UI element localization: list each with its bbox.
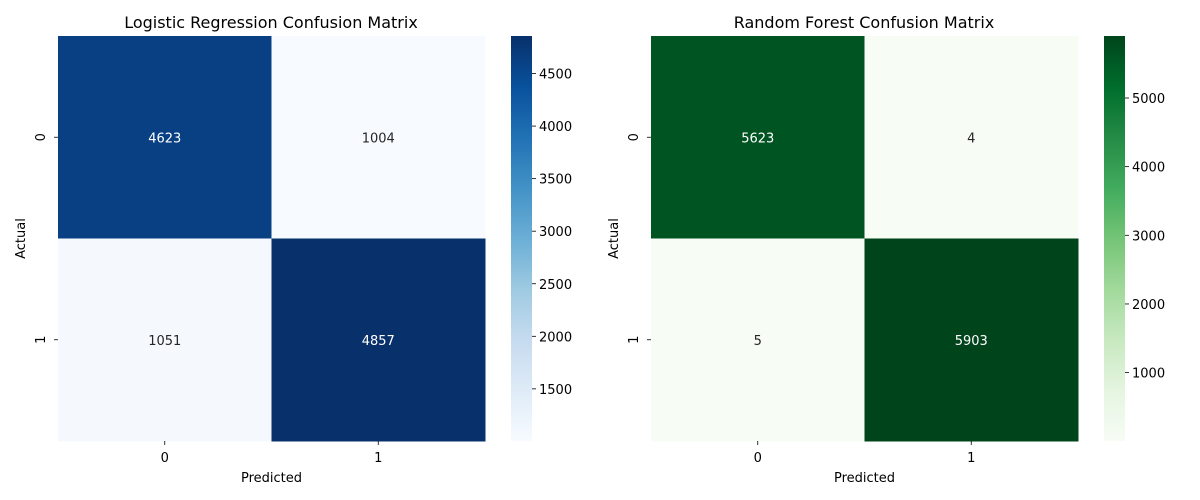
x-axis-label: Predicted	[834, 471, 895, 486]
heatmap-cell	[864, 238, 1079, 442]
y-tick-label: 0	[627, 133, 642, 141]
y-tick-label: 1	[34, 336, 49, 344]
colorbar-tick-label: 2000	[539, 330, 572, 345]
heatmap-cell	[58, 238, 272, 442]
chart-title: Logistic Regression Confusion Matrix	[124, 13, 418, 32]
chart-title: Random Forest Confusion Matrix	[734, 13, 995, 32]
y-tick-label: 0	[34, 133, 49, 141]
colorbar-tick-label: 5000	[1132, 92, 1165, 107]
colorbar-tick-label: 2500	[539, 278, 572, 293]
y-axis-label: Actual	[14, 218, 29, 259]
colorbar-tick-label: 1500	[539, 383, 572, 398]
heatmap-cell	[271, 238, 486, 442]
cell-value-label: 1004	[362, 131, 395, 146]
colorbar-tick-label: 4000	[1132, 161, 1165, 176]
colorbar	[511, 36, 532, 441]
cell-value-label: 5623	[741, 131, 774, 146]
x-tick-label: 0	[161, 451, 169, 466]
cell-value-label: 4857	[362, 334, 395, 349]
heatmap-cell	[864, 36, 1079, 239]
colorbar	[1104, 36, 1125, 441]
colorbar-tick-label: 3500	[539, 173, 572, 188]
colorbar-tick-label: 4500	[539, 68, 572, 83]
x-tick-label: 1	[967, 451, 975, 466]
x-tick-label: 1	[374, 451, 382, 466]
y-axis-label: Actual	[607, 218, 622, 259]
cell-value-label: 5903	[955, 334, 988, 349]
cell-value-label: 1051	[148, 334, 181, 349]
cell-value-label: 4623	[148, 131, 181, 146]
colorbar-tick-label: 3000	[539, 225, 572, 240]
y-tick-label: 1	[627, 336, 642, 344]
colorbar-tick-label: 2000	[1132, 298, 1165, 313]
heatmap-panel-0: Logistic Regression Confusion Matrix 4623…	[14, 13, 572, 486]
heatmap-cell	[58, 36, 272, 239]
colorbar-tick-label: 1000	[1132, 367, 1165, 382]
heatmap-panel-1: Random Forest Confusion Matrix 5623 4 5 5903…	[607, 13, 1165, 486]
x-tick-label: 0	[754, 451, 762, 466]
cell-value-label: 4	[967, 131, 975, 146]
colorbar-tick-label: 3000	[1132, 229, 1165, 244]
heatmap-cell	[651, 36, 865, 239]
heatmap-cell	[651, 238, 865, 442]
heatmap-cell	[271, 36, 486, 239]
cell-value-label: 5	[754, 334, 762, 349]
colorbar-tick-label: 4000	[539, 120, 572, 135]
x-axis-label: Predicted	[241, 471, 302, 486]
